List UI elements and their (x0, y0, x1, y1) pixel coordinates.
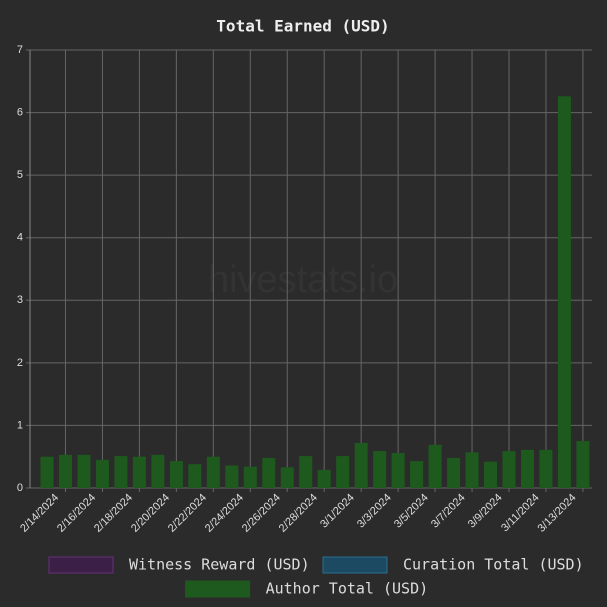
bar (502, 451, 516, 488)
bar (484, 461, 498, 488)
bar (132, 456, 146, 488)
bar (428, 444, 442, 488)
bar (557, 96, 571, 488)
bar (317, 469, 331, 488)
legend-label: Author Total (USD) (266, 580, 429, 598)
bar (114, 456, 128, 488)
bar (447, 457, 461, 488)
bar (169, 461, 183, 488)
y-tick-label: 6 (17, 106, 23, 118)
bar (95, 459, 109, 488)
y-tick-label: 5 (17, 169, 23, 181)
bar (225, 465, 239, 488)
legend-swatch (185, 580, 251, 598)
y-tick-label: 4 (17, 232, 23, 244)
bar (336, 456, 350, 488)
bar (391, 452, 405, 488)
bar (243, 466, 257, 488)
bar (354, 442, 368, 488)
y-tick-label: 3 (17, 294, 23, 306)
y-tick-label: 1 (17, 419, 23, 431)
bar (262, 457, 276, 488)
bar (77, 454, 91, 488)
y-tick-label: 7 (17, 44, 23, 56)
bar (576, 441, 590, 488)
bar (373, 451, 387, 488)
bar (188, 464, 202, 488)
legend-label: Witness Reward (USD) (129, 556, 310, 574)
bar (206, 456, 220, 488)
bar (539, 449, 553, 488)
y-tick-label: 0 (17, 482, 23, 494)
bar (151, 454, 165, 488)
watermark: hivestats.io (208, 259, 398, 301)
bar (410, 461, 424, 488)
chart-title: Total Earned (USD) (216, 17, 389, 36)
bar (40, 456, 54, 488)
bar (280, 467, 294, 488)
bar (520, 449, 534, 488)
bar (465, 452, 479, 488)
legend-swatch (322, 556, 388, 574)
y-tick-label: 2 (17, 357, 23, 369)
legend-swatch (48, 556, 114, 574)
legend-label: Curation Total (USD) (403, 556, 584, 574)
bar (299, 456, 313, 488)
bar (58, 454, 72, 488)
